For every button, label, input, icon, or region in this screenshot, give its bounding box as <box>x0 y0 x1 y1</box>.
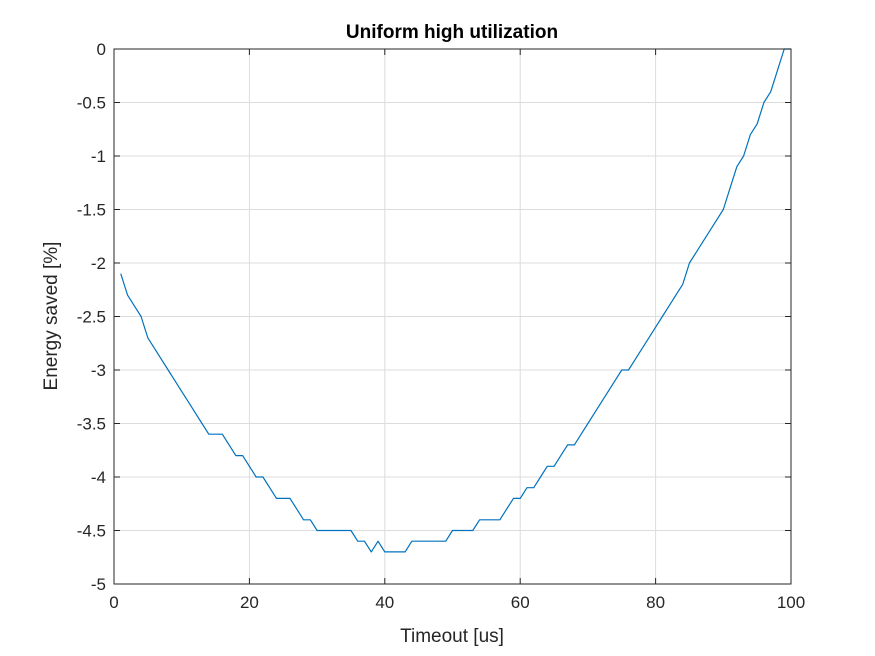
chart-title: Uniform high utilization <box>346 22 558 43</box>
y-tick-label: -2 <box>91 254 106 273</box>
y-tick-labels: 0 -0.5 -1 -1.5 -2 -2.5 -3 -3.5 -4 -4.5 -5 <box>77 40 106 594</box>
x-tick-label: 20 <box>240 593 259 612</box>
series-layer <box>120 48 791 553</box>
y-axis-label: Energy saved [%] <box>41 242 62 391</box>
x-tick-label: 60 <box>511 593 530 612</box>
y-tick-label: -5 <box>91 575 106 594</box>
y-tick-label: -3.5 <box>77 415 106 434</box>
x-tick-label: 0 <box>109 593 118 612</box>
y-tick-label: 0 <box>97 40 106 59</box>
y-tick-label: -1 <box>91 147 106 166</box>
series-line <box>120 48 791 553</box>
x-tick-label: 100 <box>777 593 805 612</box>
y-tick-label: -2.5 <box>77 308 106 327</box>
x-tick-label: 80 <box>646 593 665 612</box>
x-tick-label: 40 <box>375 593 394 612</box>
x-tick-labels: 0 20 40 60 80 100 <box>109 593 805 612</box>
y-tick-label: -1.5 <box>77 201 106 220</box>
y-tick-label: -4.5 <box>77 522 106 541</box>
y-tick-label: -3 <box>91 361 106 380</box>
plot-border <box>113 48 792 585</box>
y-tick-label: -0.5 <box>77 94 106 113</box>
y-tick-label: -4 <box>91 468 106 487</box>
grid <box>114 49 791 584</box>
x-axis-label: Timeout [us] <box>400 626 504 647</box>
